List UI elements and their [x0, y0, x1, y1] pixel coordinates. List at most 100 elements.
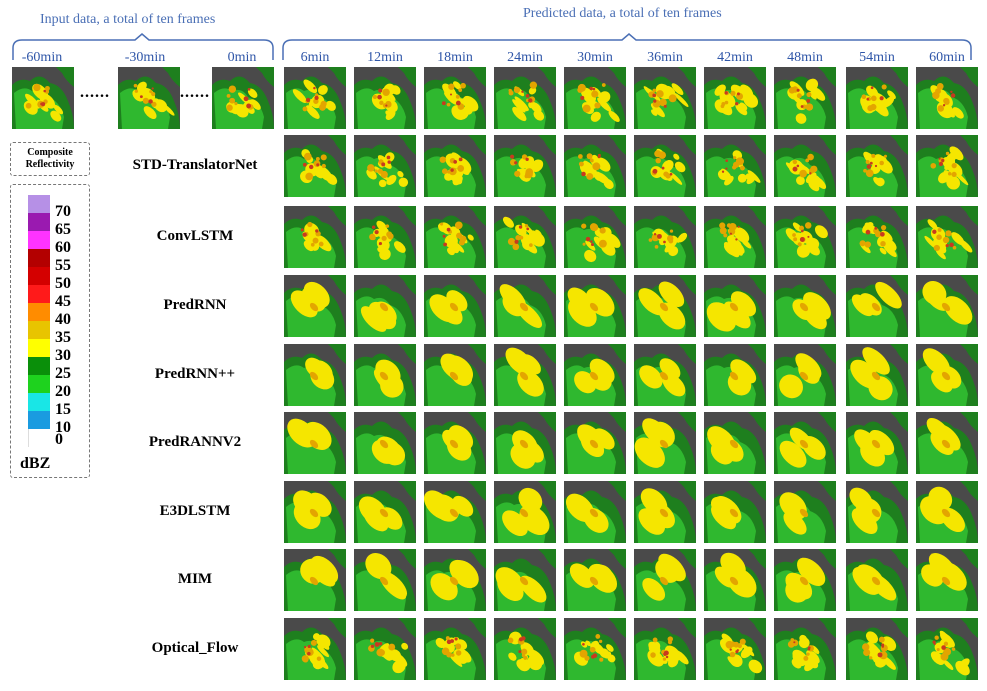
radar-edge-region: [818, 206, 836, 226]
radar-red-cell: [938, 161, 944, 167]
radar-yellow-cell: [371, 439, 396, 464]
radar-orange-cell: [936, 648, 940, 652]
radar-orange-cell: [788, 86, 796, 94]
radar-edge-region: [328, 344, 346, 364]
radar-orange-cell: [372, 94, 377, 100]
radar-orange-cell: [599, 227, 606, 234]
radar-yellow-cell: [851, 508, 878, 534]
radar-red-cell: [870, 86, 874, 90]
predicted-time-label: 48min: [787, 50, 823, 65]
radar-yellow-cell: [467, 234, 474, 241]
radar-red-cell: [865, 229, 871, 235]
radar-red-cell: [585, 236, 591, 242]
radar-orange-cell: [371, 235, 376, 241]
radar-frame-tile: [424, 275, 486, 337]
radar-orange-cell: [799, 439, 809, 449]
radar-edge-region: [890, 275, 908, 295]
radar-yellow-cell: [569, 563, 595, 588]
radar-orange-cell: [806, 92, 812, 98]
radar-orange-cell: [379, 439, 389, 449]
radar-yellow-cell: [668, 246, 679, 257]
radar-orange-cell: [33, 83, 41, 92]
radar-orange-cell: [320, 154, 327, 161]
radar-edge-region: [678, 618, 696, 638]
radar-orange-cell: [515, 235, 521, 241]
radar-red-cell: [806, 99, 811, 103]
radar-frame-tile: [424, 481, 486, 543]
radar-orange-cell: [458, 88, 463, 92]
radar-orange-cell: [871, 371, 881, 381]
radar-orange-cell: [930, 162, 937, 169]
radar-edge-region: [818, 412, 836, 432]
radar-red-cell: [518, 637, 524, 642]
radar-yellow-cell: [377, 155, 392, 169]
radar-edge-region: [398, 412, 416, 432]
radar-red-cell: [518, 650, 522, 654]
radar-red-cell: [514, 239, 519, 244]
radar-yellow-cell: [608, 110, 620, 122]
radar-orange-cell: [445, 636, 450, 641]
radar-yellow-cell: [568, 298, 597, 327]
legend-tick-label: 35: [55, 329, 71, 346]
radar-edge-region: [818, 275, 836, 295]
radar-orange-cell: [871, 508, 881, 518]
radar-orange-cell: [871, 95, 877, 102]
radar-yellow-cell: [590, 111, 601, 122]
radar-orange-cell: [578, 154, 583, 159]
radar-orange-cell: [228, 85, 237, 93]
radar-red-cell: [866, 164, 872, 169]
radar-yellow-cell: [318, 85, 328, 95]
radar-edge-region: [468, 618, 486, 638]
radar-edge-region: [468, 481, 486, 501]
radar-frame-tile: [916, 135, 978, 197]
radar-orange-cell: [945, 230, 952, 237]
radar-orange-cell: [449, 508, 459, 518]
ellipsis: ......: [80, 84, 110, 101]
radar-red-cell: [307, 644, 311, 649]
radar-red-cell: [521, 90, 524, 93]
radar-edge-region: [468, 344, 486, 364]
radar-orange-cell: [586, 173, 594, 180]
radar-orange-cell: [382, 88, 390, 96]
radar-yellow-cell: [312, 167, 323, 179]
radar-yellow-cell: [728, 241, 743, 256]
radar-frame-tile: [424, 67, 486, 129]
legend-tick-label: 20: [55, 383, 71, 400]
radar-edge-region: [468, 412, 486, 432]
radar-edge-region: [162, 67, 180, 87]
radar-yellow-cell: [397, 170, 404, 178]
radar-edge-region: [748, 549, 766, 569]
radar-orange-cell: [134, 89, 139, 93]
radar-orange-cell: [446, 102, 451, 107]
radar-orange-cell: [378, 649, 385, 656]
radar-yellow-cell: [398, 177, 409, 188]
model-label: Optical_Flow: [151, 640, 239, 656]
radar-edge-region: [538, 67, 556, 87]
radar-edge-region: [678, 67, 696, 87]
radar-yellow-cell: [360, 306, 387, 332]
radar-orange-cell: [151, 101, 157, 107]
radar-yellow-cell: [741, 643, 755, 657]
radar-red-cell: [932, 640, 936, 644]
radar-red-cell: [300, 228, 304, 232]
radar-orange-cell: [729, 508, 739, 518]
radar-orange-cell: [648, 238, 653, 242]
radar-orange-cell: [865, 169, 874, 178]
radar-red-cell: [518, 225, 523, 229]
radar-yellow-cell: [795, 113, 807, 124]
radar-frame-tile: [846, 135, 908, 197]
legend-tick-label: 15: [55, 401, 71, 418]
radar-orange-cell: [941, 439, 951, 449]
radar-red-cell: [938, 157, 941, 160]
radar-red-cell: [874, 164, 878, 168]
radar-edge-region: [890, 618, 908, 638]
radar-frame-tile: [704, 275, 766, 337]
radar-edge-region: [468, 67, 486, 87]
predicted-time-label: 12min: [367, 50, 403, 65]
radar-orange-cell: [229, 97, 236, 104]
radar-orange-cell: [370, 638, 375, 643]
radar-yellow-cell: [163, 104, 175, 116]
radar-edge-region: [256, 67, 274, 87]
radar-orange-cell: [944, 99, 950, 105]
radar-red-cell: [590, 242, 595, 247]
